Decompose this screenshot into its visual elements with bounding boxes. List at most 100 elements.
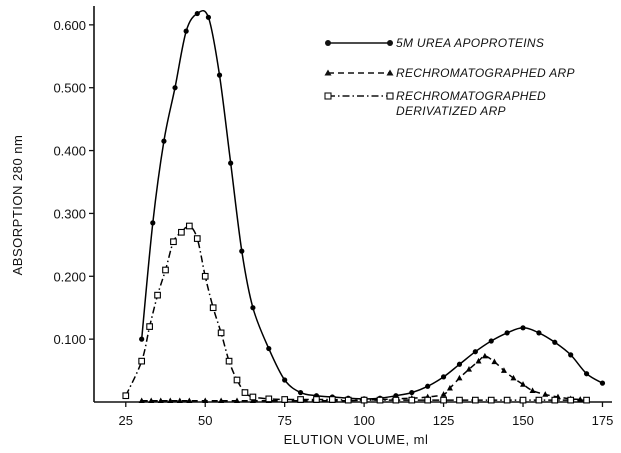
data-point-arp [446, 384, 453, 391]
data-point-urea [216, 72, 223, 78]
data-point-urea [568, 352, 574, 358]
legend-entry-arp: RECHROMATOGRAPHED ARP [324, 66, 575, 80]
series-layer [122, 9, 606, 404]
data-point-urea [440, 374, 447, 380]
legend-marker-derivatized-start [324, 92, 332, 100]
x-tick-label: 25 [119, 413, 133, 428]
data-point-urea [520, 325, 526, 331]
x-tick-label: 125 [433, 413, 455, 428]
data-point-arp [510, 374, 517, 381]
data-point-urea [504, 330, 510, 336]
data-point-derivatized [440, 396, 447, 404]
data-point-arp [456, 374, 463, 381]
data-point-urea [239, 248, 245, 254]
x-ticks: 25 50 75 100 125 150 175 [119, 402, 614, 428]
y-tick-label: 0.300 [53, 206, 86, 221]
data-point-derivatized [344, 396, 352, 404]
data-point-arp [148, 397, 155, 404]
data-point-derivatized [154, 291, 161, 299]
data-point-arp [440, 391, 447, 397]
x-tick-label: 100 [353, 413, 375, 428]
data-point-urea [425, 383, 431, 389]
data-point-urea [599, 380, 606, 386]
legend-marker-urea-end [387, 40, 393, 46]
data-point-derivatized [138, 357, 146, 365]
data-point-arp [520, 381, 527, 387]
data-point-derivatized [456, 396, 463, 404]
data-point-derivatized [376, 396, 384, 404]
y-tick-label: 0.400 [53, 144, 86, 159]
data-point-derivatized [185, 222, 193, 230]
data-point-arp [167, 397, 174, 404]
x-tick-label: 150 [512, 413, 534, 428]
data-point-urea [172, 85, 178, 91]
data-point-urea [297, 389, 304, 396]
x-tick-label: 75 [277, 413, 291, 428]
data-point-derivatized [471, 396, 479, 404]
data-point-urea [472, 349, 478, 355]
data-point-arp [157, 397, 164, 404]
data-point-derivatized [241, 389, 249, 396]
series-derivatized [122, 222, 590, 404]
y-axis-title: ABSORPTION 280 nm [10, 135, 25, 276]
data-point-derivatized [360, 396, 368, 404]
legend-label-arp: RECHROMATOGRAPHED ARP [396, 66, 575, 80]
data-point-urea [228, 160, 234, 166]
legend: 5M UREA APOPROTEINS RECHROMATOGRAPHED AR… [324, 36, 575, 118]
data-point-urea [161, 138, 167, 144]
data-point-arp [202, 397, 209, 404]
data-point-urea [139, 336, 145, 342]
data-point-urea [266, 345, 272, 352]
data-point-arp [176, 397, 183, 404]
data-point-arp [234, 397, 241, 404]
data-point-derivatized [567, 396, 575, 404]
legend-label-derivatized-line2: DERIVATIZED ARP [396, 104, 506, 118]
data-point-arp [542, 391, 549, 397]
x-tick-label: 175 [592, 413, 614, 428]
data-point-derivatized [209, 304, 217, 312]
y-tick-label: 0.200 [53, 269, 86, 284]
legend-marker-arp-end [386, 69, 394, 76]
data-point-arp [481, 352, 488, 359]
data-point-arp [529, 387, 536, 393]
data-point-derivatized [265, 395, 273, 403]
data-point-arp [491, 358, 498, 365]
legend-label-urea: 5M UREA APOPROTEINS [396, 36, 544, 50]
legend-label-derivatized-line1: RECHROMATOGRAPHED [396, 89, 546, 103]
data-point-urea [205, 14, 212, 20]
data-point-derivatized [225, 357, 233, 365]
legend-marker-urea-start [325, 40, 331, 46]
data-point-arp [218, 397, 225, 404]
data-point-arp [500, 367, 507, 373]
data-point-derivatized [297, 396, 304, 403]
data-point-derivatized [519, 396, 527, 404]
series-line-derivatized [125, 225, 587, 401]
data-point-derivatized [122, 392, 130, 400]
data-point-urea [456, 361, 463, 367]
y-ticks: 0.100 0.200 0.300 0.400 0.500 0.600 [53, 18, 94, 347]
data-point-urea [583, 371, 590, 377]
data-point-derivatized [249, 393, 257, 401]
data-point-urea [282, 377, 288, 383]
data-point-urea [194, 10, 200, 17]
data-point-arp [186, 397, 193, 404]
data-point-derivatized [162, 266, 169, 274]
data-point-derivatized [178, 228, 185, 236]
legend-marker-arp-start [324, 69, 332, 76]
data-point-arp [475, 357, 482, 364]
data-point-derivatized [408, 396, 416, 404]
data-point-derivatized [583, 396, 590, 404]
y-tick-label: 0.600 [53, 18, 86, 33]
data-point-derivatized [313, 396, 320, 403]
data-point-derivatized [217, 329, 225, 337]
data-point-derivatized [424, 396, 432, 404]
data-point-derivatized [281, 396, 289, 403]
legend-marker-derivatized-end [386, 92, 394, 100]
data-point-derivatized [551, 396, 559, 404]
data-point-derivatized [328, 396, 336, 403]
data-point-urea [488, 338, 494, 344]
data-point-derivatized [535, 396, 543, 404]
data-point-derivatized [233, 376, 241, 384]
x-axis-title: ELUTION VOLUME, ml [284, 432, 429, 447]
